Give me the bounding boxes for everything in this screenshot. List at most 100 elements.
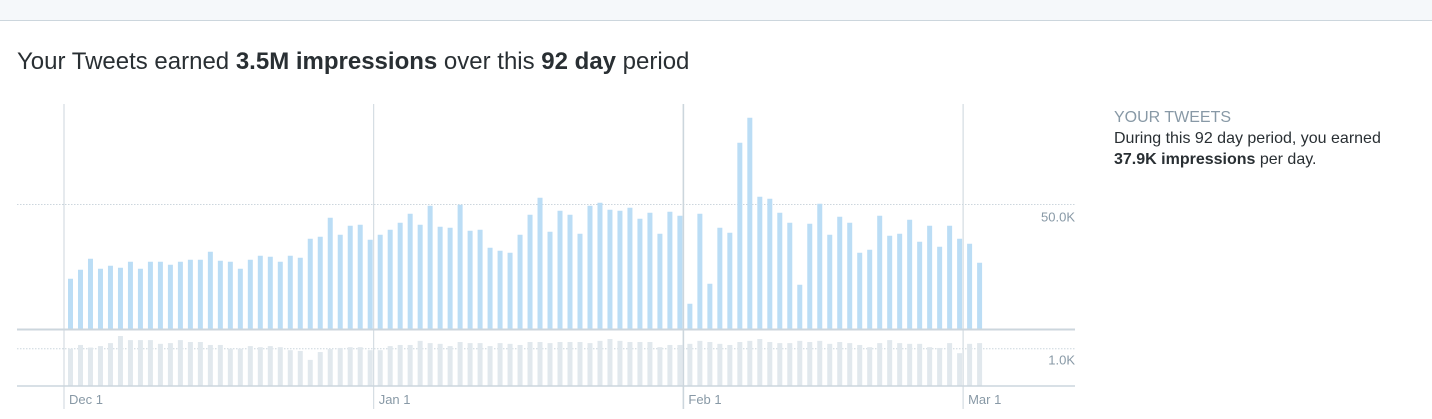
engagements-bar [347, 347, 353, 386]
engagements-bar [607, 339, 613, 386]
engagements-bar [667, 344, 673, 386]
engagements-bar [267, 346, 273, 386]
impressions-bar [207, 251, 213, 330]
impressions-bar [867, 249, 873, 330]
impressions-bar [757, 196, 763, 330]
engagements-bar [857, 344, 863, 386]
impressions-bar [517, 234, 523, 330]
headline-prefix: Your Tweets earned [17, 48, 236, 75]
engagements-bar [427, 343, 433, 386]
engagements-bar [957, 353, 963, 386]
engagements-bar [477, 343, 483, 386]
page-headline: Your Tweets earned 3.5M impressions over… [17, 46, 689, 78]
engagements-bar [907, 343, 913, 386]
impressions-bar [387, 229, 393, 330]
impressions-bar [167, 264, 173, 330]
engagements-bar [297, 350, 303, 386]
impressions-bar [887, 235, 893, 330]
engagements-bar [597, 340, 603, 386]
engagements-bar [777, 343, 783, 386]
impressions-bar [487, 247, 493, 330]
engagements-bar [567, 341, 573, 386]
impressions-bar [687, 303, 693, 330]
engagements-bar [967, 343, 973, 386]
impressions-bar [607, 209, 613, 330]
engagements-bar [397, 344, 403, 386]
engagements-bar [747, 340, 753, 386]
impressions-bar [257, 255, 263, 330]
engagements-bar [97, 346, 103, 386]
engagements-bar [787, 343, 793, 386]
y-tick-label-1k: 1.0K [1048, 353, 1075, 368]
impressions-bar [597, 202, 603, 330]
engagements-bar [637, 341, 643, 386]
impressions-bar [327, 217, 333, 330]
impressions-bar [797, 284, 803, 330]
impressions-bar [227, 261, 233, 330]
impressions-bar [667, 211, 673, 330]
impressions-bar [437, 226, 443, 330]
impressions-bar [197, 259, 203, 330]
impressions-bar [407, 213, 413, 330]
impressions-bar [287, 255, 293, 330]
engagements-bar [417, 340, 423, 386]
engagements-bar [457, 341, 463, 386]
engagements-bar [827, 343, 833, 386]
engagements-bar [727, 344, 733, 386]
impressions-bar [68, 278, 73, 330]
impressions-bar [567, 214, 573, 330]
impressions-bar [217, 260, 223, 330]
engagements-bar [937, 347, 943, 386]
engagements-bar [147, 340, 153, 386]
engagements-bar [817, 340, 823, 386]
engagements-bar [917, 343, 923, 386]
engagements-bar [437, 343, 443, 386]
impressions-bar [137, 268, 143, 330]
y-tick-label-50k: 50.0K [1041, 210, 1075, 225]
impressions-bar [397, 222, 403, 330]
top-bar [0, 0, 1432, 21]
engagements-bar [367, 350, 373, 386]
engagements-bar [317, 352, 323, 386]
engagements-bar [697, 340, 703, 386]
engagements-bar [877, 343, 883, 386]
engagements-bar [807, 341, 813, 386]
engagements-bar [657, 347, 663, 386]
impressions-bar [347, 225, 353, 330]
x-tick-label: Feb 1 [688, 392, 721, 407]
impressions-bar [447, 227, 453, 330]
impressions-bar [817, 203, 823, 330]
engagements-bar [627, 341, 633, 386]
engagements-bar [837, 341, 843, 386]
impressions-bar [157, 261, 163, 330]
engagements-bar [867, 347, 873, 386]
impressions-bar [557, 210, 563, 330]
engagements-bar [257, 347, 263, 386]
impressions-bar [457, 204, 463, 330]
impressions-bar [477, 229, 483, 330]
engagements-bar [357, 347, 363, 386]
impressions-bar [237, 268, 243, 330]
engagements-bar [377, 350, 383, 386]
summary-line1: During this 92 day period, you earned [1114, 130, 1381, 147]
impressions-bar [127, 261, 133, 330]
engagements-bar [137, 340, 143, 386]
impressions-bar [837, 216, 843, 330]
summary-label: YOUR TWEETS [1114, 109, 1232, 126]
headline-middle: over this [437, 48, 542, 75]
engagements-bar [157, 343, 163, 386]
headline-suffix: period [616, 48, 690, 75]
impressions-bar [877, 215, 883, 330]
engagements-bar [517, 344, 523, 386]
impressions-bar [377, 234, 383, 330]
engagements-bar [68, 348, 73, 386]
engagements-bar [497, 343, 503, 386]
impressions-bar [777, 212, 783, 330]
impressions-bar [627, 207, 633, 330]
summary-line2: 37.9K impressions per day. [1114, 149, 1381, 170]
impressions-bar [337, 234, 343, 330]
x-tick-label: Mar 1 [968, 392, 1001, 407]
impressions-bar [277, 261, 283, 330]
engagements-bar [337, 347, 343, 386]
